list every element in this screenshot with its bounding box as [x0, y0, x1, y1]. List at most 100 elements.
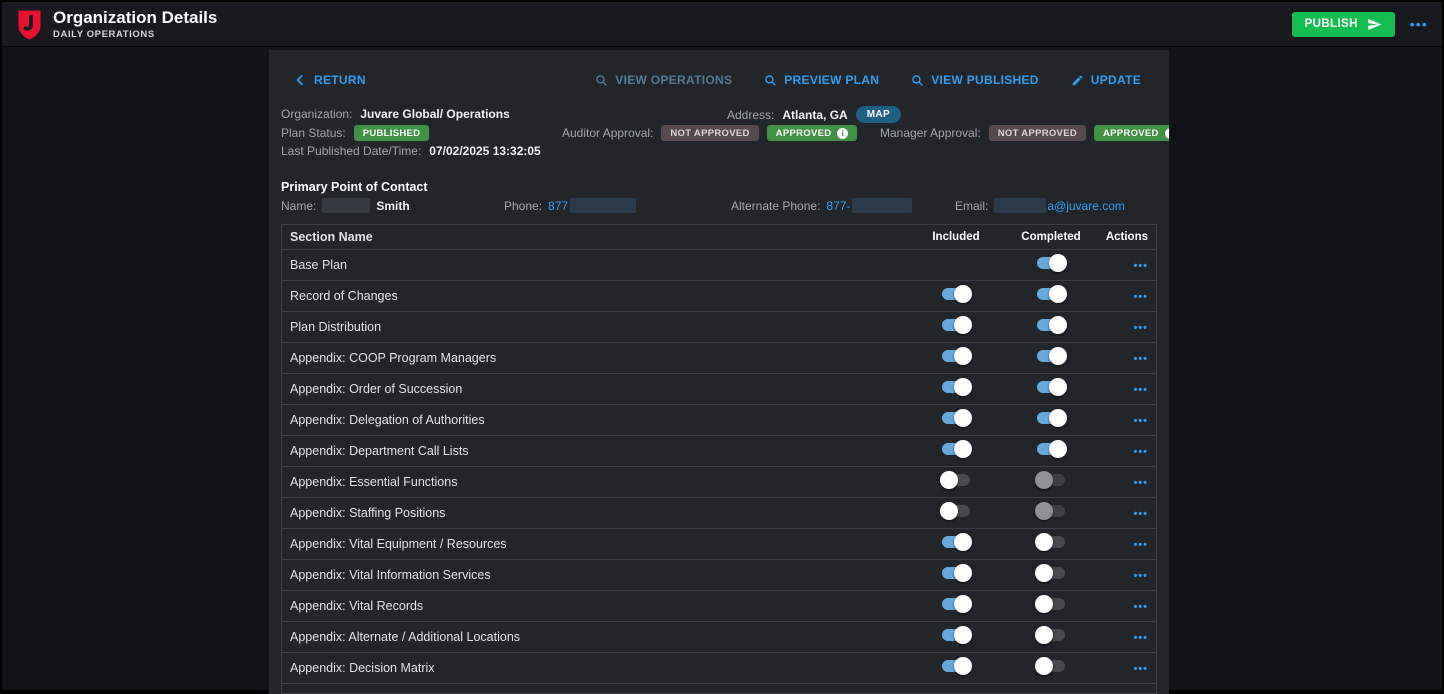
- row-actions-menu-icon[interactable]: •••: [1133, 477, 1148, 489]
- contact-alt-phone-field: Alternate Phone: 877-: [731, 198, 912, 213]
- section-name: Appendix: Department Call Lists: [282, 444, 906, 458]
- header-section-name: Section Name: [282, 230, 906, 244]
- header-completed: Completed: [1006, 231, 1096, 243]
- row-actions-menu-icon[interactable]: •••: [1133, 570, 1148, 582]
- preview-plan-link[interactable]: PREVIEW PLAN: [764, 73, 879, 87]
- included-toggle[interactable]: [940, 285, 972, 303]
- table-row: Base Plan •••: [282, 250, 1156, 281]
- row-actions-menu-icon[interactable]: •••: [1133, 446, 1148, 458]
- table-row: Appendix: Decision Matrix •••: [282, 653, 1156, 684]
- email-value[interactable]: a@juvare.com: [1047, 199, 1125, 213]
- row-actions-menu-icon[interactable]: •••: [1133, 260, 1148, 272]
- section-name: Appendix: Delegation of Authorities: [282, 413, 906, 427]
- redacted-first-name: [322, 198, 370, 213]
- section-name: Appendix: Vital Information Services: [282, 568, 906, 582]
- row-actions-menu-icon[interactable]: •••: [1133, 384, 1148, 396]
- completed-toggle[interactable]: [1035, 254, 1067, 272]
- included-toggle[interactable]: [940, 533, 972, 551]
- completed-toggle[interactable]: [1035, 285, 1067, 303]
- search-icon: [911, 74, 924, 87]
- table-row: Appendix: Staffing Positions •••: [282, 498, 1156, 529]
- table-row: Appendix: Department Call Lists •••: [282, 436, 1156, 467]
- info-icon: i: [1165, 128, 1169, 139]
- info-icon: i: [837, 128, 848, 139]
- completed-toggle[interactable]: [1035, 595, 1067, 613]
- included-toggle[interactable]: [940, 626, 972, 644]
- publish-button[interactable]: PUBLISH: [1292, 12, 1395, 37]
- phone-value[interactable]: 877: [548, 199, 568, 213]
- auditor-not-approved-badge[interactable]: NOT APPROVED: [661, 125, 758, 141]
- completed-toggle[interactable]: [1035, 316, 1067, 334]
- page-title: Organization Details: [53, 8, 1292, 27]
- plan-status-field: Plan Status: PUBLISHED: [281, 125, 429, 141]
- table-row: Appendix: Delegation of Authorities •••: [282, 405, 1156, 436]
- redacted-alt-phone: [852, 198, 912, 213]
- completed-toggle[interactable]: [1035, 471, 1067, 489]
- contact-last-name: Smith: [376, 199, 409, 213]
- update-link[interactable]: UPDATE: [1071, 73, 1141, 87]
- organization-details-card: RETURN VIEW OPERATIONS PREVIEW PLAN: [269, 50, 1169, 694]
- juvare-shield-logo-icon: [16, 9, 43, 40]
- completed-toggle[interactable]: [1035, 409, 1067, 427]
- included-toggle[interactable]: [940, 409, 972, 427]
- primary-contact-heading: Primary Point of Contact: [281, 180, 428, 194]
- pencil-icon: [1071, 74, 1084, 87]
- published-status-badge: PUBLISHED: [354, 125, 430, 141]
- included-toggle[interactable]: [940, 347, 972, 365]
- row-actions-menu-icon[interactable]: •••: [1133, 663, 1148, 675]
- row-actions-menu-icon[interactable]: •••: [1133, 415, 1148, 427]
- last-published-field: Last Published Date/Time: 07/02/2025 13:…: [281, 144, 541, 158]
- row-actions-menu-icon[interactable]: •••: [1133, 322, 1148, 334]
- included-toggle[interactable]: [940, 502, 972, 520]
- completed-toggle[interactable]: [1035, 440, 1067, 458]
- redacted-phone: [570, 198, 636, 213]
- row-actions-menu-icon[interactable]: •••: [1133, 508, 1148, 520]
- table-header-row: Section Name Included Completed Actions: [282, 225, 1156, 250]
- section-name: Appendix: Staffing Positions: [282, 506, 906, 520]
- section-name: Record of Changes: [282, 289, 906, 303]
- send-icon: [1367, 17, 1382, 32]
- row-actions-menu-icon[interactable]: •••: [1133, 539, 1148, 551]
- included-toggle[interactable]: [940, 595, 972, 613]
- address-value: Atlanta, GA: [782, 108, 847, 122]
- more-menu-icon[interactable]: •••: [1410, 12, 1428, 37]
- section-name: Appendix: Order of Succession: [282, 382, 906, 396]
- row-actions-menu-icon[interactable]: •••: [1133, 353, 1148, 365]
- included-toggle[interactable]: [940, 564, 972, 582]
- card-toolbar: RETURN VIEW OPERATIONS PREVIEW PLAN: [293, 70, 1141, 90]
- row-actions-menu-icon[interactable]: •••: [1133, 291, 1148, 303]
- table-row: Appendix: Vital Equipment / Resources ••…: [282, 529, 1156, 560]
- included-toggle[interactable]: [940, 316, 972, 334]
- completed-toggle[interactable]: [1035, 378, 1067, 396]
- auditor-approved-badge[interactable]: APPROVED i: [767, 125, 858, 141]
- included-toggle[interactable]: [940, 440, 972, 458]
- included-toggle[interactable]: [940, 471, 972, 489]
- view-operations-link[interactable]: VIEW OPERATIONS: [595, 73, 732, 87]
- top-bar: Organization Details DAILY OPERATIONS PU…: [2, 2, 1442, 47]
- contact-phone-field: Phone: 877: [504, 198, 636, 213]
- section-name: Appendix: Vital Equipment / Resources: [282, 537, 906, 551]
- map-button[interactable]: MAP: [856, 106, 901, 123]
- completed-toggle[interactable]: [1035, 626, 1067, 644]
- alt-phone-value[interactable]: 877-: [826, 199, 850, 213]
- organization-field: Organization: Juvare Global/ Operations: [281, 107, 510, 121]
- completed-toggle[interactable]: [1035, 564, 1067, 582]
- completed-toggle[interactable]: [1035, 657, 1067, 675]
- return-link[interactable]: RETURN: [293, 73, 366, 87]
- completed-toggle[interactable]: [1035, 347, 1067, 365]
- completed-toggle[interactable]: [1035, 502, 1067, 520]
- page-subtitle: DAILY OPERATIONS: [53, 29, 1292, 40]
- manager-not-approved-badge[interactable]: NOT APPROVED: [989, 125, 1086, 141]
- section-name: Plan Distribution: [282, 320, 906, 334]
- completed-toggle[interactable]: [1035, 533, 1067, 551]
- redacted-email-local: [994, 198, 1046, 213]
- table-body: Base Plan ••• Record of Changes ••• Plan…: [282, 250, 1156, 684]
- row-actions-menu-icon[interactable]: •••: [1133, 632, 1148, 644]
- row-actions-menu-icon[interactable]: •••: [1133, 601, 1148, 613]
- section-name: Appendix: Essential Functions: [282, 475, 906, 489]
- view-published-link[interactable]: VIEW PUBLISHED: [911, 73, 1039, 87]
- included-toggle[interactable]: [940, 378, 972, 396]
- search-icon: [764, 74, 777, 87]
- manager-approved-badge[interactable]: APPROVED i: [1094, 125, 1169, 141]
- included-toggle[interactable]: [940, 657, 972, 675]
